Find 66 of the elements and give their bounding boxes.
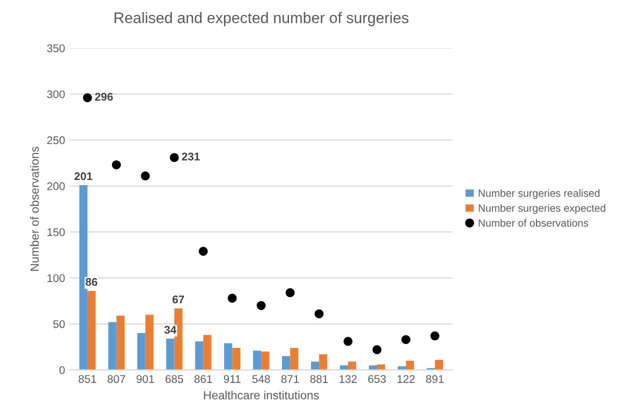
x-axis-title: Healthcare institutions bbox=[204, 390, 319, 400]
bar bbox=[79, 185, 88, 370]
x-tick-label: 548 bbox=[252, 375, 270, 383]
y-tick-label: 50 bbox=[53, 320, 65, 328]
bar bbox=[348, 362, 356, 370]
x-tick-label: 861 bbox=[194, 375, 212, 383]
bar bbox=[87, 290, 96, 370]
data-label: 67 bbox=[172, 295, 184, 304]
point bbox=[112, 160, 121, 170]
bar bbox=[290, 348, 298, 370]
bar bbox=[282, 356, 290, 370]
bar bbox=[224, 343, 232, 370]
y-tick-label: 250 bbox=[47, 136, 65, 144]
bar bbox=[253, 350, 262, 370]
data-label: 201 bbox=[74, 172, 92, 180]
data-label: 86 bbox=[86, 278, 98, 286]
y-axis-title: Number of observations bbox=[30, 146, 39, 271]
legend-label: Number of observations bbox=[478, 219, 588, 227]
point bbox=[170, 152, 179, 162]
x-tick-label: 685 bbox=[166, 375, 184, 383]
y-tick-label: 100 bbox=[48, 274, 65, 282]
x-tick-label: 871 bbox=[281, 375, 299, 383]
bar bbox=[203, 334, 212, 370]
x-tick-label: 132 bbox=[340, 375, 357, 383]
point bbox=[401, 335, 410, 344]
x-tick-label: 653 bbox=[368, 375, 386, 383]
point bbox=[140, 171, 150, 180]
x-tick-label: 891 bbox=[426, 375, 444, 383]
bar bbox=[232, 348, 240, 370]
x-tick-label: 807 bbox=[108, 375, 126, 383]
bar bbox=[261, 352, 270, 370]
data-label: 34 bbox=[164, 326, 176, 334]
point bbox=[372, 345, 382, 354]
point bbox=[198, 246, 208, 256]
bar bbox=[319, 354, 328, 370]
x-tick-label: 911 bbox=[224, 375, 241, 383]
point bbox=[430, 331, 440, 340]
bar bbox=[166, 338, 174, 370]
y-tick-label: 300 bbox=[47, 90, 65, 98]
point bbox=[82, 93, 92, 102]
bar bbox=[145, 314, 154, 370]
bar bbox=[116, 316, 125, 370]
bar bbox=[195, 341, 204, 370]
legend-label: Number surgeries realised bbox=[478, 189, 600, 199]
data-label: 296 bbox=[95, 92, 113, 101]
x-tick-label: 901 bbox=[136, 375, 154, 383]
y-tick-label: 200 bbox=[47, 182, 65, 190]
point bbox=[256, 301, 266, 310]
chart-title: Realised and expected number of surgeries bbox=[114, 12, 408, 26]
data-label: 231 bbox=[182, 152, 200, 160]
y-tick-label: 150 bbox=[48, 228, 65, 236]
legend-label: Number surgeries expected bbox=[478, 204, 606, 214]
point bbox=[344, 336, 353, 346]
point bbox=[286, 288, 295, 298]
point bbox=[228, 294, 237, 303]
bar bbox=[310, 362, 320, 370]
x-tick-label: 881 bbox=[310, 375, 328, 383]
y-tick-label: 0 bbox=[59, 366, 65, 374]
bar bbox=[434, 360, 444, 370]
bar bbox=[108, 322, 116, 370]
y-tick-label: 350 bbox=[47, 44, 65, 52]
x-tick-label: 122 bbox=[398, 375, 415, 383]
bar bbox=[406, 360, 414, 370]
x-tick-label: 851 bbox=[78, 375, 96, 383]
bar bbox=[137, 333, 146, 370]
point bbox=[314, 309, 324, 318]
